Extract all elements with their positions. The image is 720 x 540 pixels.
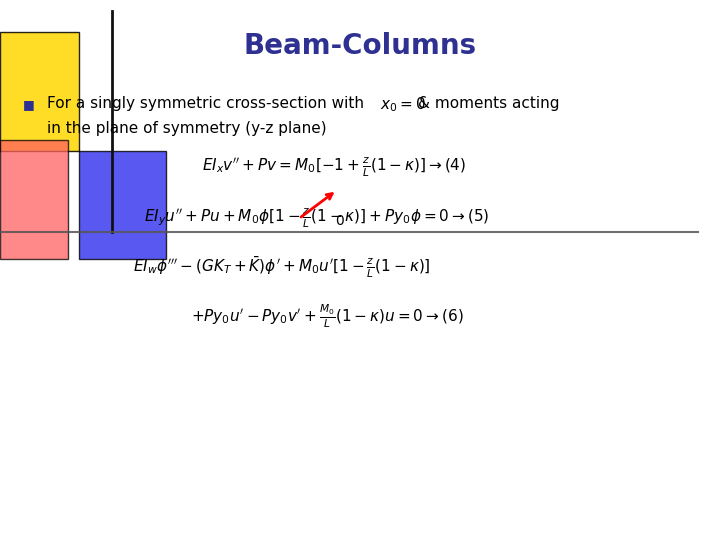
FancyBboxPatch shape: [0, 32, 79, 151]
Text: $x_0 = 0$: $x_0 = 0$: [380, 96, 426, 114]
Text: $0$: $0$: [335, 214, 345, 228]
FancyBboxPatch shape: [79, 151, 166, 259]
FancyBboxPatch shape: [0, 140, 68, 259]
Text: Beam-Columns: Beam-Columns: [243, 32, 477, 60]
Text: & moments acting: & moments acting: [418, 96, 559, 111]
Text: For a singly symmetric cross-section with: For a singly symmetric cross-section wit…: [47, 96, 364, 111]
Text: $+Py_0u'-Py_0v'+\frac{M_0}{L}(1-\kappa)u = 0 \rightarrow (6)$: $+Py_0u'-Py_0v'+\frac{M_0}{L}(1-\kappa)u…: [191, 302, 464, 329]
Text: in the plane of symmetry (y-z plane): in the plane of symmetry (y-z plane): [47, 121, 326, 136]
Text: ■: ■: [23, 98, 35, 111]
Text: $EI_w\phi'''-(GK_T+\bar{K})\phi'+M_0u'[1-\frac{z}{L}(1-\kappa)]$: $EI_w\phi'''-(GK_T+\bar{K})\phi'+M_0u'[1…: [133, 254, 431, 280]
Text: $EI_xv''+Pv = M_0[-1+\frac{z}{L}(1-\kappa)] \rightarrow (4)$: $EI_xv''+Pv = M_0[-1+\frac{z}{L}(1-\kapp…: [202, 156, 466, 179]
Text: $EI_yu''+Pu+M_0\phi[1-\frac{z}{L}(1-\kappa)]+Py_0\phi = 0 \rightarrow (5)$: $EI_yu''+Pu+M_0\phi[1-\frac{z}{L}(1-\kap…: [144, 207, 490, 231]
